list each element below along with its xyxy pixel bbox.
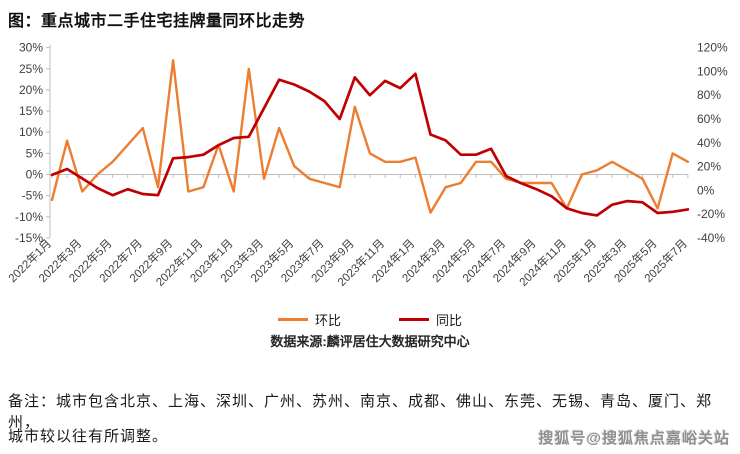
left-axis-tick-label: 30% [19, 41, 43, 55]
right-axis-tick-label: 80% [697, 88, 721, 102]
left-axis-tick-label: 15% [19, 104, 43, 118]
left-axis-tick-label: 0% [26, 168, 44, 182]
sohu-watermark: 搜狐号@搜狐焦点嘉峪关站 [538, 430, 730, 447]
legend-label-mom: 环比 [314, 313, 341, 328]
right-axis-tick-label: 0% [697, 183, 715, 197]
left-axis-tick-label: 5% [26, 146, 44, 160]
left-axis-tick-label: -5% [22, 189, 44, 203]
left-axis-tick-label: 20% [19, 83, 43, 97]
footnote-line-2: 城市较以往有所调整。 [8, 429, 169, 445]
footnote-line-1: 备注：城市包含北京、上海、深圳、广州、苏州、南京、成都、佛山、东莞、无锡、青岛、… [8, 394, 713, 431]
left-axis-tick-label: 10% [19, 125, 43, 139]
legend-label-yoy: 同比 [436, 313, 463, 328]
chart-title: 图：重点城市二手住宅挂牌量同环比走势 [8, 13, 306, 30]
right-axis-tick-label: -40% [697, 231, 725, 245]
mom-line-swatch [277, 318, 308, 321]
right-axis-tick-label: 60% [697, 112, 721, 126]
legend-item-mom: 环比 [277, 310, 341, 329]
right-axis-tick-label: 100% [697, 64, 728, 78]
trend-line-chart: 30% 25% 20% 15% 10% 5% 0% -5% -10% -15% 120% 100% 80… [5, 41, 728, 289]
yoy-series-line [50, 72, 690, 217]
legend-item-yoy: 同比 [399, 310, 462, 329]
chart-legend: 环比 同比 [0, 310, 740, 329]
data-source-caption: 数据来源:麟评居住大数据研究中心 [270, 334, 470, 349]
mom-series-line [50, 59, 690, 214]
left-axis-tick-label: 25% [19, 62, 43, 76]
right-axis-tick-label: -20% [697, 207, 725, 221]
yoy-line-swatch [399, 318, 429, 321]
right-axis-tick-label: 120% [697, 41, 728, 55]
right-axis-tick-label: 20% [697, 160, 721, 174]
right-axis-tick-label: 40% [697, 136, 721, 150]
left-axis-tick-label: -10% [15, 210, 43, 224]
left-axis-tick-label: -15% [15, 231, 43, 245]
